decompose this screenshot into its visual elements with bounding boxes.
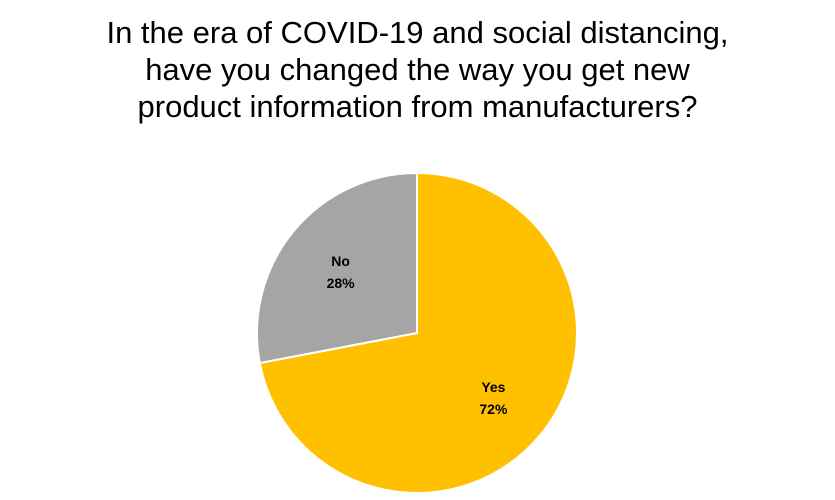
slice-label-yes: Yes: [481, 379, 505, 395]
chart-title-line-2: have you changed the way you get new: [145, 52, 690, 87]
slice-label-no: No: [331, 253, 350, 269]
pie-slice-yes: [258, 172, 578, 494]
slice-value-yes: 72%: [479, 401, 508, 417]
chart-title-line-3: product information from manufacturers?: [137, 89, 698, 124]
chart-title-line-1: In the era of COVID-19 and social distan…: [106, 15, 729, 50]
pie-slices: [256, 172, 578, 494]
slice-value-no: 28%: [327, 275, 356, 291]
pie-labels: Yes 72% No 28%: [327, 253, 508, 417]
chart-title: In the era of COVID-19 and social distan…: [0, 14, 835, 125]
pie-slice-no: [256, 172, 418, 364]
